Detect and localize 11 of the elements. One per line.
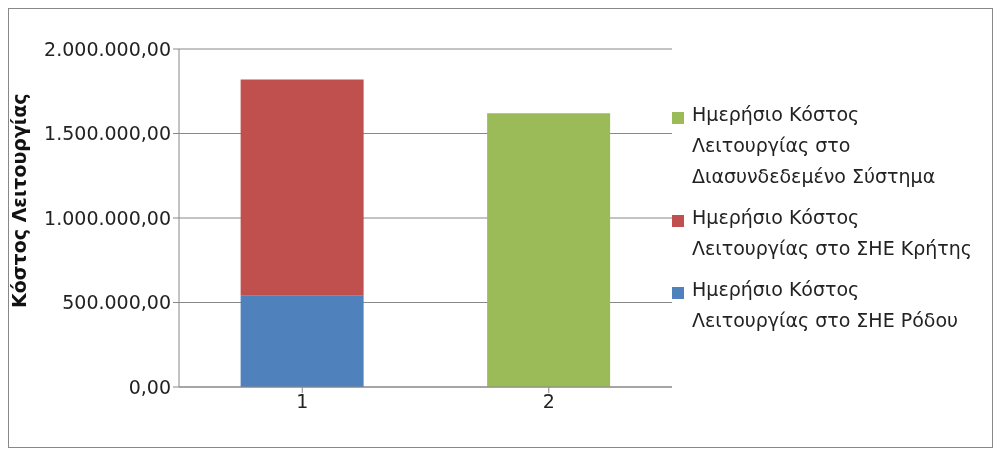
legend-label: Ημερήσιο Κόστος Λειτουργίας στο ΣΗΕ Ρόδου (692, 276, 959, 333)
y-tick-label: 1.500.000,00 (44, 122, 171, 145)
legend-label: Ημερήσιο Κόστος Λειτουργίας στο ΣΗΕ Κρήτης (692, 204, 972, 261)
y-axis-title: Κόστος Λειτουργίας (7, 93, 30, 308)
x-tick-label: 2 (542, 390, 555, 413)
legend-label: Ημερήσιο Κόστος Λειτουργίας στο Διασυνδεδεμένο Σύστημα (692, 101, 937, 189)
x-tick-label: 1 (296, 390, 309, 413)
y-tick-label: 1.000.000,00 (44, 206, 171, 229)
y-tick-label: 2.000.000,00 (44, 37, 171, 60)
y-tick-label: 0,00 (128, 375, 171, 398)
y-tick-label: 500.000,00 (62, 291, 171, 314)
